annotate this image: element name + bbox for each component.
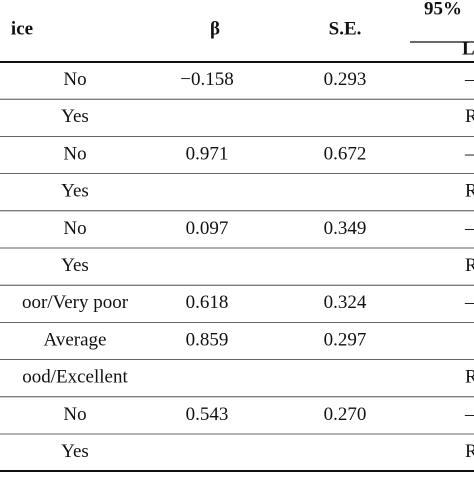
cell-ci: Re: [465, 255, 474, 276]
cell-ci: Re: [465, 106, 474, 127]
cell-label: Average: [44, 329, 107, 350]
cell-label: No: [63, 218, 86, 239]
cell-beta: 0.543: [186, 404, 229, 425]
header-ci: 95%: [424, 0, 462, 19]
cell-beta: 0.971: [186, 143, 229, 164]
cell-ci: –: [464, 143, 474, 164]
cell-ci: –: [464, 292, 474, 313]
header-se: S.E.: [329, 18, 362, 39]
cell-se: 0.297: [324, 329, 367, 350]
cell-ci: –: [464, 404, 474, 425]
cell-beta: 0.097: [186, 218, 229, 239]
cell-label: Yes: [61, 255, 89, 276]
cell-ci: Re: [465, 181, 474, 202]
cell-label: Yes: [61, 441, 89, 462]
cell-label: Yes: [61, 181, 89, 202]
cell-label: ood/Excellent: [22, 367, 128, 388]
cell-label: No: [63, 143, 86, 164]
cell-ci: Re: [465, 441, 474, 462]
header-label: ice: [11, 18, 33, 39]
cell-label: Yes: [61, 106, 89, 127]
cell-ci: Re: [465, 367, 474, 388]
cell-ci: –: [464, 218, 474, 239]
cell-se: 0.270: [324, 404, 367, 425]
cell-se: 0.324: [324, 292, 367, 313]
cell-label: No: [63, 69, 86, 90]
cell-se: 0.293: [324, 69, 367, 90]
cell-ci: –: [464, 69, 474, 90]
header-beta: β: [210, 18, 220, 39]
cell-beta: 0.618: [186, 292, 229, 313]
cell-label: oor/Very poor: [22, 292, 129, 313]
cell-beta: −0.158: [180, 69, 233, 90]
cell-beta: 0.859: [186, 329, 229, 350]
cell-se: 0.672: [324, 143, 367, 164]
cell-label: No: [63, 404, 86, 425]
header-ci-sub: L: [462, 38, 474, 59]
cell-se: 0.349: [324, 218, 367, 239]
